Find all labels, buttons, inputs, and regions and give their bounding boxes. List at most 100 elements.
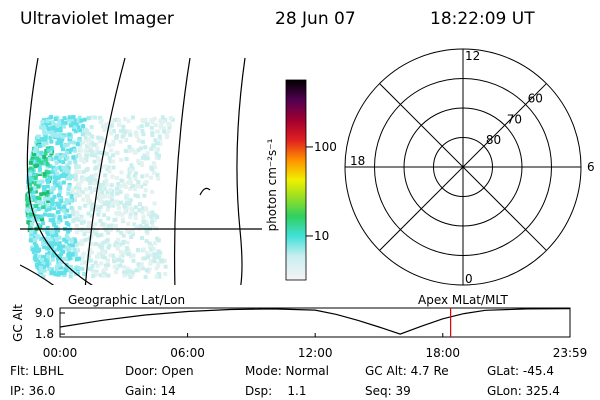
aurora-pixel bbox=[93, 166, 98, 171]
aurora-pixel bbox=[96, 135, 101, 140]
aurora-pixel bbox=[107, 143, 112, 148]
y-axis-label: GC Alt bbox=[11, 304, 25, 342]
aurora-pixel bbox=[42, 191, 46, 196]
aurora-pixel bbox=[100, 190, 105, 195]
aurora-pixel bbox=[67, 256, 72, 261]
aurora-pixel bbox=[98, 204, 103, 209]
aurora-pixel bbox=[157, 134, 162, 139]
aurora-pixel bbox=[148, 258, 153, 263]
aurora-pixel bbox=[57, 235, 62, 240]
status-field: GLon: 325.4 bbox=[487, 384, 560, 398]
aurora-pixel bbox=[57, 271, 62, 276]
aurora-pixel bbox=[78, 128, 83, 133]
aurora-pixel bbox=[160, 115, 165, 120]
aurora-pixel bbox=[91, 224, 96, 229]
aurora-pixel bbox=[50, 146, 55, 151]
status-field: Mode: Normal bbox=[245, 364, 329, 378]
aurora-pixel bbox=[152, 201, 157, 206]
aurora-pixel bbox=[140, 236, 144, 240]
aurora-pixel bbox=[45, 146, 50, 151]
aurora-pixel bbox=[60, 143, 64, 148]
aurora-pixel bbox=[118, 254, 123, 259]
aurora-pixel bbox=[146, 255, 150, 260]
aurora-pixel bbox=[83, 203, 88, 208]
aurora-pixel bbox=[45, 162, 50, 167]
aurora-pixel bbox=[54, 133, 59, 138]
aurora-pixel bbox=[68, 198, 73, 203]
aurora-pixel bbox=[62, 174, 67, 178]
polar-ring-label: 80 bbox=[486, 133, 501, 147]
aurora-pixel bbox=[143, 219, 148, 224]
aurora-pixel bbox=[72, 127, 76, 132]
x-tick-label: 18:00 bbox=[425, 346, 460, 360]
aurora-pixel bbox=[97, 162, 102, 167]
aurora-pixel bbox=[99, 118, 104, 123]
aurora-pixel bbox=[109, 130, 114, 135]
aurora-pixel bbox=[64, 198, 69, 203]
aurora-pixel bbox=[51, 218, 56, 222]
aurora-pixel bbox=[47, 261, 52, 266]
aurora-pixel bbox=[104, 122, 109, 127]
aurora-pixel bbox=[105, 238, 110, 243]
aurora-pixel bbox=[76, 182, 81, 187]
aurora-pixel bbox=[78, 154, 83, 159]
aurora-pixel bbox=[49, 268, 54, 273]
aurora-pixel bbox=[142, 153, 147, 158]
aurora-pixel bbox=[151, 161, 156, 166]
aurora-pixel bbox=[39, 160, 44, 165]
aurora-pixel bbox=[98, 186, 103, 191]
aurora-pixel bbox=[86, 256, 91, 261]
aurora-pixel bbox=[53, 117, 58, 121]
aurora-pixel bbox=[79, 239, 84, 244]
aurora-pixel bbox=[88, 181, 93, 186]
aurora-pixel bbox=[154, 155, 159, 160]
aurora-pixel bbox=[122, 265, 127, 270]
aurora-pixel bbox=[56, 220, 61, 225]
aurora-pixel bbox=[149, 214, 154, 219]
aurora-pixel bbox=[58, 155, 63, 160]
aurora-pixel bbox=[140, 118, 145, 123]
aurora-pixel bbox=[80, 190, 85, 195]
aurora-pixel bbox=[113, 199, 118, 204]
aurora-pixel bbox=[123, 148, 128, 153]
aurora-pixel bbox=[45, 119, 50, 124]
aurora-pixel bbox=[43, 131, 48, 136]
aurora-pixel bbox=[55, 241, 60, 246]
aurora-pixel bbox=[35, 134, 40, 139]
aurora-pixel bbox=[95, 233, 100, 238]
aurora-pixel bbox=[120, 241, 125, 246]
aurora-pixel bbox=[161, 119, 166, 124]
aurora-pixel bbox=[98, 218, 103, 223]
aurora-pixel bbox=[50, 234, 55, 239]
aurora-pixel bbox=[94, 228, 99, 233]
aurora-pixel bbox=[45, 203, 50, 208]
aurora-pixel bbox=[57, 216, 62, 221]
aurora-pixel bbox=[101, 124, 105, 129]
aurora-pixel bbox=[143, 274, 148, 279]
aurora-pixel bbox=[129, 168, 133, 173]
colorbar-tick-label: 10 bbox=[314, 229, 329, 243]
limb bbox=[26, 57, 94, 285]
aurora-pixel bbox=[116, 182, 121, 187]
aurora-pixel bbox=[113, 270, 118, 275]
aurora-pixel bbox=[52, 206, 57, 210]
aurora-pixel bbox=[133, 211, 138, 216]
aurora-pixel bbox=[101, 240, 106, 245]
aurora-pixel bbox=[57, 197, 62, 201]
aurora-pixel bbox=[156, 261, 161, 266]
aurora-pixel bbox=[47, 177, 52, 182]
aurora-pixel bbox=[141, 220, 146, 224]
aurora-pixel bbox=[37, 254, 42, 259]
aurora-pixel bbox=[45, 236, 50, 241]
aurora-pixel bbox=[149, 118, 154, 122]
aurora-pixel bbox=[144, 173, 149, 178]
status-field: GLat: -45.4 bbox=[487, 364, 554, 378]
aurora-pixel bbox=[50, 201, 55, 206]
aurora-pixel bbox=[168, 115, 173, 120]
aurora-pixel bbox=[124, 156, 129, 161]
grid-curve bbox=[84, 57, 126, 285]
aurora-pixel bbox=[44, 140, 49, 145]
aurora-pixel bbox=[82, 260, 87, 265]
aurora-pixel bbox=[95, 156, 100, 161]
